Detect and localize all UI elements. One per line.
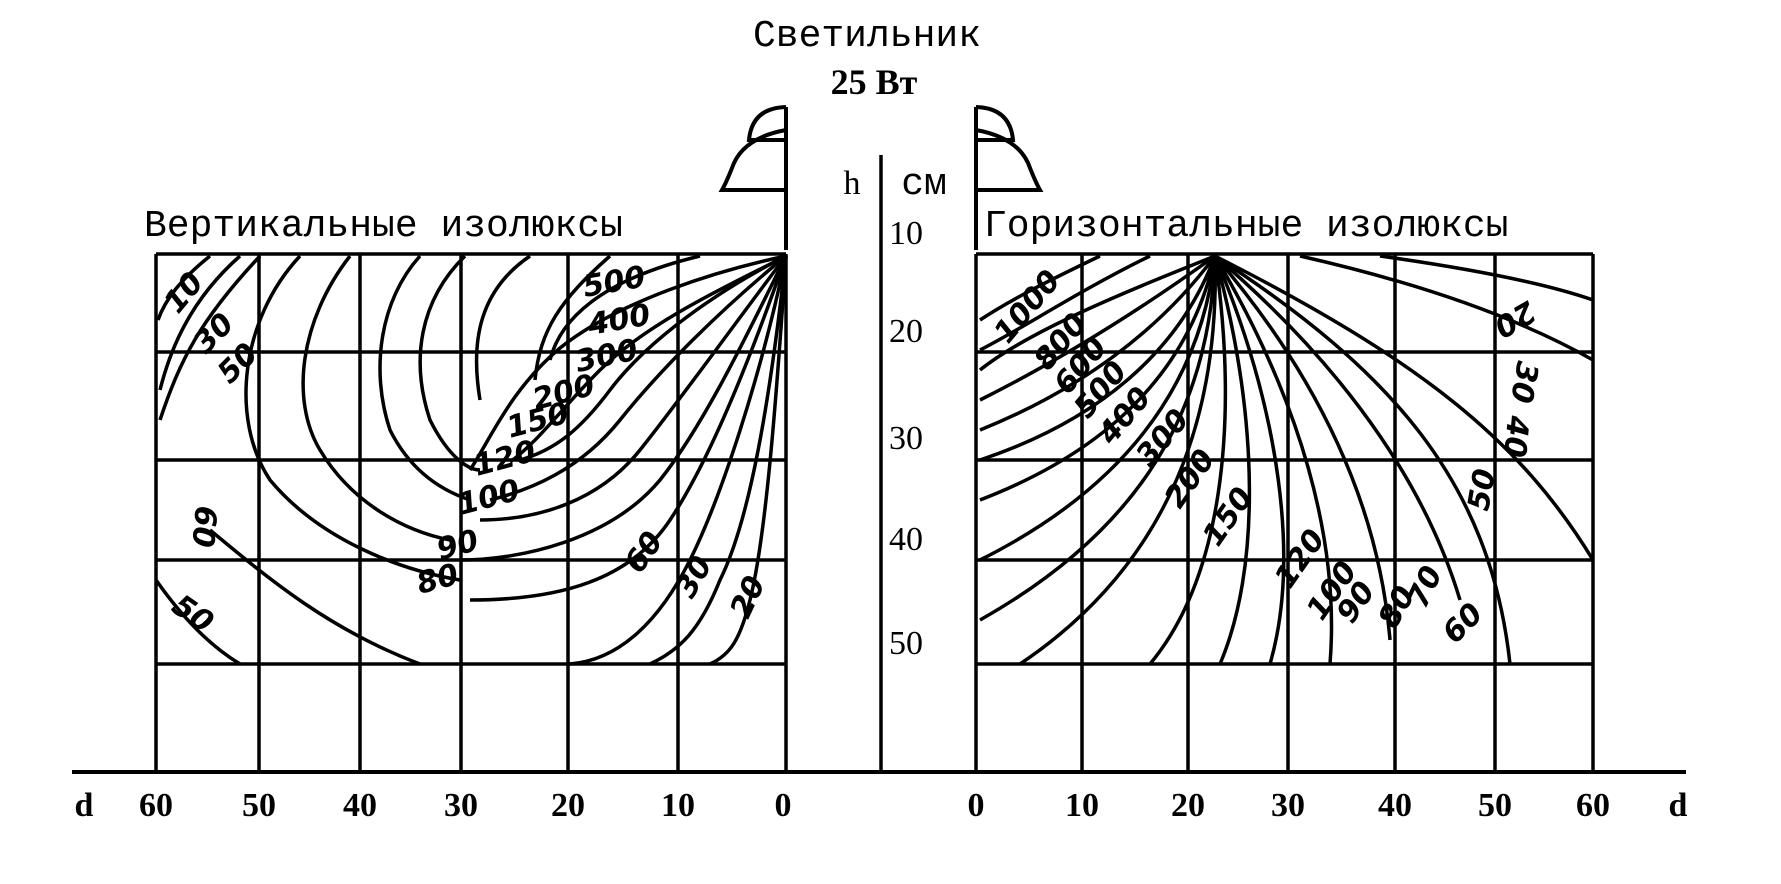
right-isolux-curves — [978, 254, 1595, 666]
left-isolux-curves — [154, 254, 788, 666]
right-d-tick: 40 — [1378, 787, 1412, 824]
iso-label: 100 — [454, 473, 524, 523]
left-d-tick: 50 — [242, 787, 276, 824]
iso-label: 40 — [1496, 413, 1535, 459]
h-tick-20: 20 — [889, 313, 923, 350]
left-d-tick: 30 — [444, 787, 478, 824]
left-grid — [154, 252, 788, 772]
right-panel-label: Горизонтальные изолюксы — [984, 205, 1509, 248]
right-d-tick: 60 — [1576, 787, 1610, 824]
left-d-tick: 10 — [661, 787, 695, 824]
left-d-tick: 40 — [343, 787, 377, 824]
h-axis-symbol: h — [844, 165, 861, 202]
d-label-right: d — [1669, 787, 1688, 824]
iso-label: 50 — [1461, 466, 1503, 513]
iso-label: 60 — [184, 504, 223, 549]
left-d-tick: 20 — [551, 787, 585, 824]
h-axis-unit: см — [901, 163, 947, 206]
d-label-left: d — [75, 787, 94, 824]
right-d-tick: 10 — [1065, 787, 1099, 824]
h-tick-10: 10 — [889, 215, 923, 252]
iso-label: 20 — [724, 571, 773, 624]
diagram-title: Светильник — [753, 15, 981, 58]
left-panel-label: Вертикальные изолюксы — [144, 205, 623, 248]
iso-label: 30 — [1503, 359, 1545, 406]
right-d-tick: 30 — [1271, 787, 1305, 824]
lamp-left-icon — [718, 105, 788, 250]
h-tick-30: 30 — [889, 420, 923, 457]
iso-label: 10 — [157, 266, 211, 320]
iso-label: 50 — [165, 588, 219, 641]
h-tick-40: 40 — [889, 521, 923, 558]
right-d-tick: 0 — [968, 787, 985, 824]
power-label: 25 Вт — [831, 62, 918, 102]
left-d-tick: 0 — [775, 787, 792, 824]
right-d-tick: 50 — [1478, 787, 1512, 824]
iso-label: 60 — [618, 525, 671, 579]
iso-label: 500 — [580, 260, 648, 305]
h-tick-50: 50 — [889, 625, 923, 662]
right-grid — [974, 252, 1595, 772]
lamp-right-icon — [974, 105, 1044, 250]
right-d-tick: 20 — [1171, 787, 1205, 824]
left-d-tick: 60 — [139, 787, 173, 824]
iso-label: 60 — [1436, 596, 1490, 650]
iso-label: 80 — [413, 557, 462, 602]
